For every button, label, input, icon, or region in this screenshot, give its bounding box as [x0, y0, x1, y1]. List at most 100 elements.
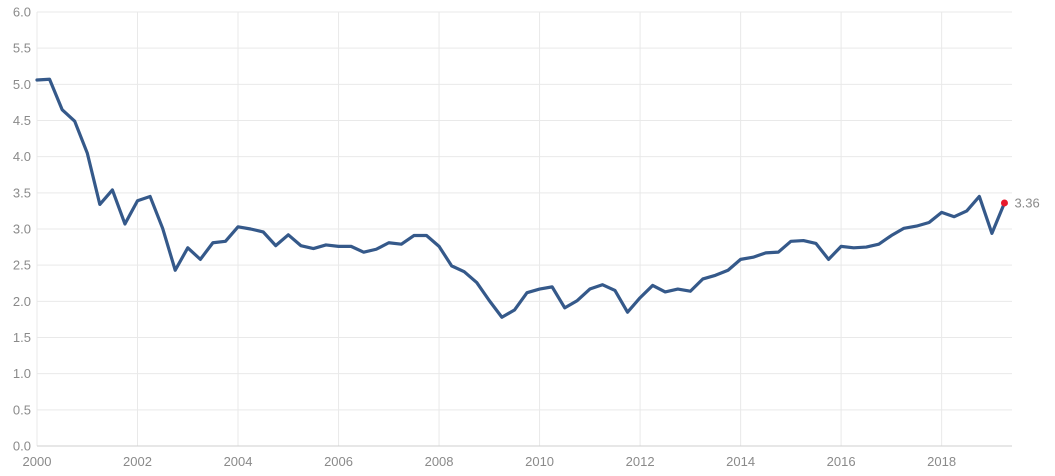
- y-tick-label: 3.5: [13, 185, 31, 200]
- data-point: [249, 228, 251, 230]
- data-point: [425, 234, 427, 236]
- data-point: [400, 243, 402, 245]
- annotations: 3.36: [1000, 195, 1040, 210]
- data-point: [677, 288, 679, 290]
- data-point: [777, 251, 779, 253]
- data-point: [450, 265, 452, 267]
- data-point: [765, 252, 767, 254]
- data-point: [463, 270, 465, 272]
- data-point: [388, 242, 390, 244]
- data-point: [966, 210, 968, 212]
- data-point: [953, 216, 955, 218]
- data-point: [325, 244, 327, 246]
- x-tick-label: 2014: [726, 454, 755, 469]
- y-tick-label: 4.0: [13, 149, 31, 164]
- data-point: [212, 242, 214, 244]
- data-point: [375, 248, 377, 250]
- y-tick-label: 0.0: [13, 439, 31, 454]
- data-point: [513, 309, 515, 311]
- data-point: [337, 245, 339, 247]
- data-point: [702, 278, 704, 280]
- data-point: [224, 240, 226, 242]
- data-point: [626, 311, 628, 313]
- data-point: [689, 290, 691, 292]
- data-point: [564, 307, 566, 309]
- data-point: [978, 195, 980, 197]
- data-point: [438, 245, 440, 247]
- x-tick-label: 2008: [425, 454, 454, 469]
- series-line: [35, 77, 1007, 319]
- data-point: [111, 189, 113, 191]
- data-point: [890, 234, 892, 236]
- data-point: [991, 232, 993, 234]
- data-point: [727, 269, 729, 271]
- y-tick-label: 6.0: [13, 5, 31, 20]
- data-point: [501, 316, 503, 318]
- data-point: [739, 258, 741, 260]
- data-point: [362, 251, 364, 253]
- data-point: [149, 195, 151, 197]
- data-point: [488, 299, 490, 301]
- x-tick-label: 2002: [123, 454, 152, 469]
- data-point: [237, 226, 239, 228]
- data-point: [852, 247, 854, 249]
- data-point: [161, 227, 163, 229]
- data-point: [940, 211, 942, 213]
- x-tick-label: 2004: [224, 454, 253, 469]
- x-tick-label: 2000: [23, 454, 52, 469]
- last-value-label: 3.36: [1014, 195, 1039, 210]
- data-point: [136, 200, 138, 202]
- data-point: [413, 234, 415, 236]
- y-tick-label: 2.0: [13, 294, 31, 309]
- grid: [36, 11, 1012, 447]
- data-point: [174, 269, 176, 271]
- data-point: [350, 245, 352, 247]
- data-point: [73, 120, 75, 122]
- x-tick-label: 2006: [324, 454, 353, 469]
- data-point: [576, 299, 578, 301]
- data-point: [601, 283, 603, 285]
- data-point: [790, 240, 792, 242]
- data-point: [714, 274, 716, 276]
- x-tick-label: 2018: [927, 454, 956, 469]
- data-point: [86, 152, 88, 154]
- data-point: [187, 247, 189, 249]
- data-point: [878, 243, 880, 245]
- data-point: [827, 258, 829, 260]
- y-tick-label: 3.0: [13, 222, 31, 237]
- data-point: [840, 245, 842, 247]
- data-point: [199, 258, 201, 260]
- data-point: [928, 221, 930, 223]
- data-point: [275, 244, 277, 246]
- data-point: [589, 288, 591, 290]
- data-point: [915, 225, 917, 227]
- data-point: [802, 239, 804, 241]
- data-point: [903, 227, 905, 229]
- data-point: [476, 281, 478, 283]
- data-point: [262, 231, 264, 233]
- series: [35, 77, 1007, 319]
- x-tick-label: 2010: [525, 454, 554, 469]
- data-point: [752, 256, 754, 258]
- data-point: [61, 108, 63, 110]
- data-point: [312, 247, 314, 249]
- data-point: [614, 289, 616, 291]
- data-point: [300, 244, 302, 246]
- x-tick-label: 2016: [827, 454, 856, 469]
- y-tick-label: 1.0: [13, 366, 31, 381]
- data-point: [815, 242, 817, 244]
- data-point: [99, 203, 101, 205]
- y-tick-label: 2.5: [13, 258, 31, 273]
- data-point: [664, 291, 666, 293]
- data-point: [36, 79, 38, 81]
- data-point: [538, 288, 540, 290]
- data-point: [865, 246, 867, 248]
- y-tick-label: 5.5: [13, 41, 31, 56]
- y-tick-label: 5.0: [13, 77, 31, 92]
- data-point: [651, 284, 653, 286]
- data-point: [124, 223, 126, 225]
- data-point: [526, 291, 528, 293]
- axes: 0.0 0.5 1.0 1.5 2.0 2.5 3.0 3.5 4.0 4.5 5.0 5.5 6.0 2…: [13, 5, 1012, 469]
